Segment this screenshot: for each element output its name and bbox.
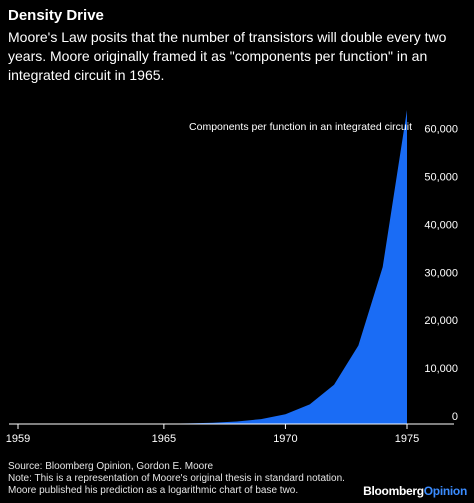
x-tick-label: 1959 <box>6 433 30 445</box>
bloomberg-opinion-logo: BloombergOpinion <box>363 484 467 498</box>
series-label: Components per function in an integrated… <box>189 121 412 133</box>
chart-title: Density Drive <box>8 7 104 24</box>
y-tick-label: 30,000 <box>424 267 458 279</box>
footnote: Source: Bloomberg Opinion, Gordon E. Moo… <box>8 461 388 497</box>
brand-secondary: Opinion <box>423 484 468 498</box>
x-tick-label: 1965 <box>152 433 176 445</box>
y-tick-label: 10,000 <box>424 363 458 375</box>
y-tick-label: 40,000 <box>424 219 458 231</box>
chart-plot: 1959 1965 1970 1975 0 10,000 20,000 30,000 40,00… <box>6 110 458 445</box>
area-series <box>18 110 407 424</box>
y-tick-label: 20,000 <box>424 315 458 327</box>
brand-primary: Bloomberg <box>363 484 424 498</box>
y-tick-label: 60,000 <box>424 124 458 136</box>
y-tick-label: 50,000 <box>424 171 458 183</box>
y-tick-label: 0 <box>452 411 458 423</box>
x-tick-label: 1970 <box>273 433 297 445</box>
x-tick-label: 1975 <box>395 433 419 445</box>
chart-subtitle: Moore's Law posits that the number of tr… <box>8 29 447 83</box>
note-line: Note: This is a representation of Moore'… <box>8 473 345 484</box>
source-line: Source: Bloomberg Opinion, Gordon E. Moo… <box>8 461 214 472</box>
note-line-2: Moore published his prediction as a loga… <box>8 485 299 496</box>
